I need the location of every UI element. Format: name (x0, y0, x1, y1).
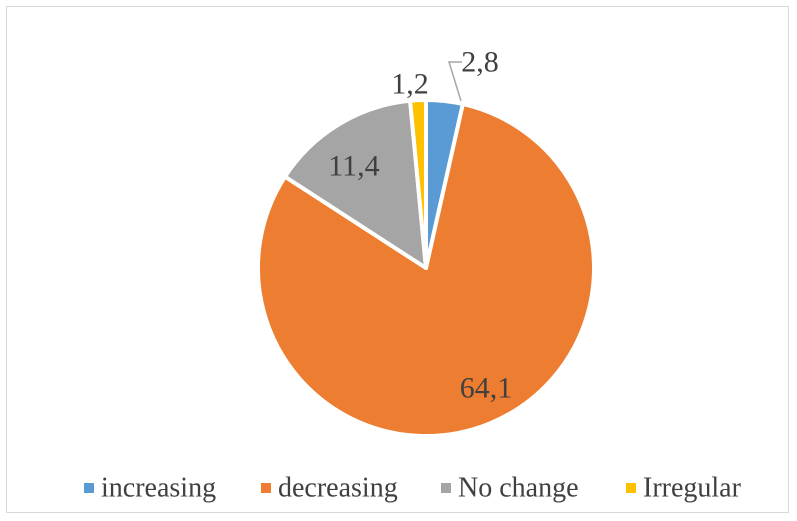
data-label-decreasing: 64,1 (460, 372, 513, 405)
legend-swatch (441, 483, 451, 493)
data-label-irregular: 1,2 (391, 68, 429, 101)
legend-label: decreasing (278, 473, 398, 504)
data-label-no-change: 11,4 (328, 150, 379, 183)
legend-item-irregular: Irregular (626, 473, 742, 504)
legend-item-no-change: No change (441, 473, 579, 504)
legend-label: increasing (101, 473, 216, 504)
slice-labels: 2,8 64,1 11,4 1,2 (328, 46, 512, 405)
pie-slice-decreasing (256, 102, 596, 438)
legend-label: Irregular (643, 473, 742, 504)
legend-item-increasing: increasing (84, 473, 216, 504)
data-label-increasing: 2,8 (461, 46, 499, 79)
pie-slices (256, 98, 596, 438)
pie-slice-irregular (408, 98, 428, 270)
legend-label: No change (458, 473, 579, 504)
legend-swatch (261, 483, 271, 493)
legend-item-decreasing: decreasing (261, 473, 398, 504)
legend: increasing decreasing No change Irregular (84, 473, 742, 504)
legend-swatch (84, 483, 94, 493)
legend-swatch (626, 483, 636, 493)
leader-line-increasing (447, 61, 462, 102)
pie-slice-no-change (283, 98, 428, 270)
